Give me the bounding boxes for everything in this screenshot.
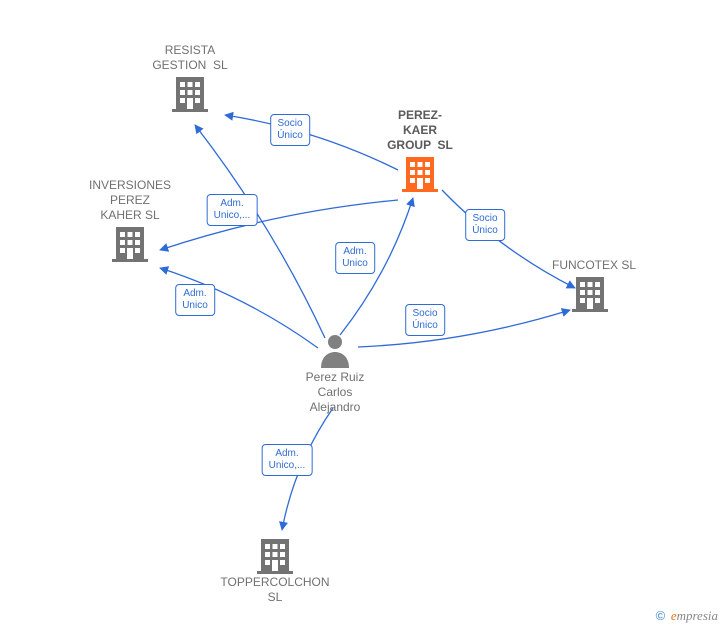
node-inversiones[interactable]: INVERSIONES PEREZ KAHER SL bbox=[70, 178, 190, 263]
node-perezkaer[interactable]: PEREZ- KAER GROUP SL bbox=[360, 108, 480, 193]
building-icon bbox=[530, 273, 650, 313]
edge-label-e3: Adm. Unico bbox=[335, 242, 375, 274]
building-icon bbox=[215, 535, 335, 575]
copyright-symbol: © bbox=[656, 608, 666, 623]
watermark: © empresia bbox=[656, 608, 718, 624]
person-icon bbox=[275, 330, 395, 370]
node-label-perezkaer: PEREZ- KAER GROUP SL bbox=[360, 108, 480, 153]
node-label-person: Perez Ruiz Carlos Alejandro bbox=[275, 370, 395, 415]
node-label-topper: TOPPERCOLCHON SL bbox=[215, 575, 335, 605]
building-icon bbox=[130, 73, 250, 113]
edge-label-e1: Socio Único bbox=[270, 114, 310, 146]
edge-label-e8: Adm. Unico,... bbox=[262, 444, 313, 476]
edge-label-e6: Socio Único bbox=[465, 209, 505, 241]
node-topper[interactable]: TOPPERCOLCHON SL bbox=[215, 535, 335, 605]
building-icon bbox=[70, 223, 190, 263]
node-person[interactable]: Perez Ruiz Carlos Alejandro bbox=[275, 330, 395, 415]
node-label-inversiones: INVERSIONES PEREZ KAHER SL bbox=[70, 178, 190, 223]
edge-label-e7: Socio Único bbox=[405, 304, 445, 336]
edges-layer bbox=[0, 0, 728, 630]
node-label-funcotex: FUNCOTEX SL bbox=[552, 258, 672, 273]
watermark-brand: empresia bbox=[671, 608, 718, 623]
node-label-resista: RESISTA GESTION SL bbox=[130, 43, 250, 73]
node-funcotex[interactable]: FUNCOTEX SL bbox=[530, 258, 650, 313]
edge-label-e4: Adm. Unico bbox=[175, 284, 215, 316]
node-resista[interactable]: RESISTA GESTION SL bbox=[130, 43, 250, 113]
building-icon bbox=[360, 153, 480, 193]
edge-label-e2: Adm. Unico,... bbox=[207, 194, 258, 226]
